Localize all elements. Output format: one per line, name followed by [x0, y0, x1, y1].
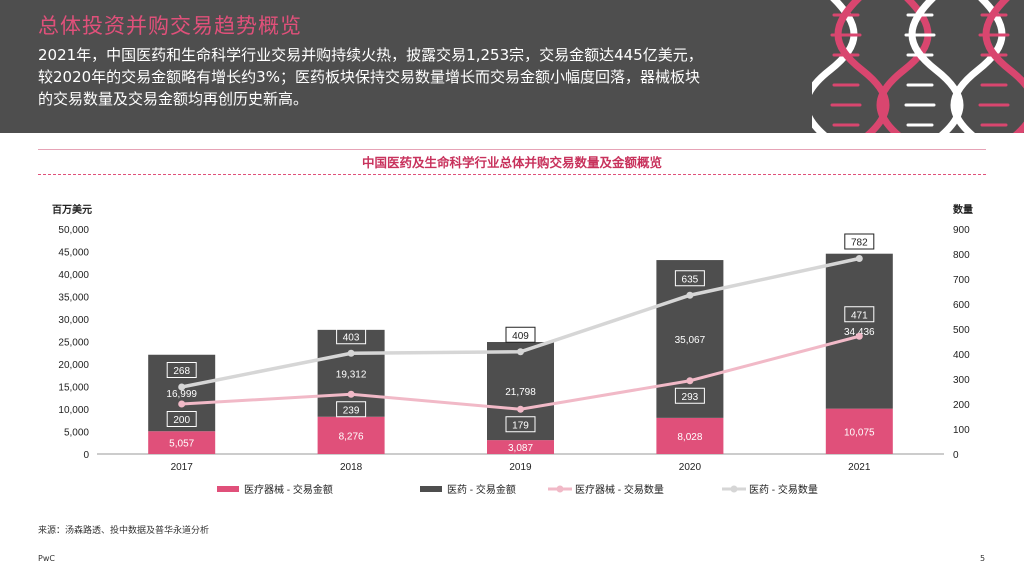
legend-label: 医疗器械 - 交易金额 [244, 483, 333, 496]
y-tick-label: 0 [83, 450, 89, 461]
slide-header: 总体投资并购交易趋势概览 2021年，中国医药和生命科学行业交易并购持续火热，披… [0, 0, 1024, 133]
data-label-pharma-amount: 35,067 [675, 335, 706, 346]
data-label-pharma-count-box [505, 326, 536, 343]
y2-tick-label: 200 [953, 400, 970, 411]
data-label-device-count-box [336, 401, 367, 418]
y-axis-title: 百万美元 [52, 203, 92, 216]
chart-title: 中国医药及生命科学行业总体并购交易数量及金额概览 [361, 155, 662, 170]
pharma-count-point [686, 291, 694, 299]
y2-axis-title: 数量 [953, 203, 973, 216]
y-tick-label: 10,000 [58, 405, 89, 416]
data-label-pharma-count-box [336, 328, 367, 345]
device-count-point [855, 332, 863, 340]
y-tick-label: 50,000 [58, 225, 89, 236]
summary-line-1: 2021年，中国医药和生命科学行业交易并购持续火热，披露交易1,253宗，交易金… [38, 46, 703, 64]
legend-swatch [420, 486, 442, 492]
page-number: 5 [980, 554, 986, 563]
pharma-count-point [347, 349, 355, 357]
y2-tick-label: 0 [953, 450, 959, 461]
y2-tick-label: 700 [953, 275, 970, 286]
device-count-point [686, 377, 694, 385]
data-label-pharma-amount: 34,436 [844, 327, 875, 338]
legend-label: 医药 - 交易数量 [749, 483, 818, 496]
bar-device-amount [656, 417, 724, 454]
data-label-pharma-count-box [166, 362, 197, 378]
dna-helix-decoration [812, 0, 1024, 133]
x-tick-label: 2017 [171, 462, 194, 473]
bar-pharma-amount [148, 354, 216, 432]
bar-device-amount [317, 416, 385, 454]
data-label-device-amount: 8,276 [339, 431, 364, 442]
brand-label: PwC [38, 554, 55, 563]
x-tick-label: 2020 [679, 462, 702, 473]
device-count-point [347, 390, 355, 398]
data-label-device-count: 239 [343, 405, 360, 416]
bar-pharma-amount [317, 329, 385, 417]
bar-device-amount [148, 431, 216, 454]
legend-swatch [217, 486, 239, 492]
data-label-device-count: 179 [512, 420, 529, 431]
data-label-pharma-amount: 19,312 [336, 369, 367, 380]
pharma-count-point [517, 348, 524, 356]
data-label-pharma-amount: 21,798 [505, 387, 536, 398]
data-label-device-amount: 3,087 [508, 443, 533, 454]
data-label-pharma-count-box [844, 233, 875, 250]
data-label-device-count-box [505, 416, 536, 433]
data-label-device-count: 293 [682, 392, 699, 403]
y2-tick-label: 400 [953, 350, 970, 361]
data-label-device-count-box [844, 306, 875, 323]
bar-pharma-amount [825, 253, 893, 409]
bar-device-amount [825, 408, 893, 454]
chart-title-bar: 中国医药及生命科学行业总体并购交易数量及金额概览 [38, 149, 986, 175]
summary-line-3: 的交易数量及交易金额均再创历史新高。 [38, 90, 309, 108]
bar-device-amount [487, 440, 554, 454]
data-label-pharma-count: 782 [851, 238, 868, 249]
summary-text: 2021年，中国医药和生命科学行业交易并购持续火热，披露交易1,253宗，交易金… [38, 44, 778, 110]
data-label-pharma-count: 268 [173, 366, 190, 377]
data-label-pharma-count-box [674, 270, 705, 287]
x-tick-label: 2019 [509, 462, 532, 473]
legend-marker [730, 485, 738, 493]
legend-label: 医疗器械 - 交易数量 [575, 483, 664, 496]
y2-tick-label: 500 [953, 325, 970, 336]
data-label-device-amount: 10,075 [844, 427, 875, 438]
y-tick-label: 35,000 [58, 293, 89, 304]
y-tick-label: 25,000 [58, 338, 89, 349]
y2-tick-label: 300 [953, 375, 970, 386]
data-label-pharma-count: 409 [512, 331, 529, 342]
data-label-pharma-count: 635 [682, 274, 699, 285]
pharma-count-point [178, 383, 186, 391]
data-label-device-count-box [674, 387, 705, 404]
legend-marker [556, 485, 564, 493]
data-label-device-count: 471 [851, 310, 868, 321]
data-label-device-amount: 5,057 [169, 439, 194, 450]
y2-tick-label: 600 [953, 300, 970, 311]
x-tick-label: 2021 [848, 462, 871, 473]
bar-pharma-amount [487, 342, 554, 441]
y-tick-label: 5,000 [64, 428, 89, 439]
data-label-device-count: 200 [173, 415, 190, 426]
device-count-point [517, 405, 524, 413]
y-tick-label: 15,000 [58, 383, 89, 394]
bar-pharma-amount [656, 260, 724, 418]
summary-line-2: 较2020年的交易金额略有增长约3%；医药板块保持交易数量增长而交易金额小幅度回… [38, 68, 700, 86]
y2-tick-label: 100 [953, 425, 970, 436]
source-note: 来源：汤森路透、投中数据及普华永道分析 [38, 526, 210, 536]
y-tick-label: 45,000 [58, 248, 89, 259]
x-tick-label: 2018 [340, 462, 363, 473]
device-count-point [178, 400, 186, 408]
y-tick-label: 30,000 [58, 315, 89, 326]
pharma-count-point [855, 255, 863, 262]
y2-tick-label: 800 [953, 250, 970, 261]
y-tick-label: 40,000 [58, 270, 89, 281]
data-label-device-amount: 8,028 [677, 432, 702, 443]
data-label-pharma-count: 403 [343, 332, 360, 343]
data-label-pharma-amount: 16,999 [166, 389, 197, 400]
y-tick-label: 20,000 [58, 360, 89, 371]
y2-tick-label: 900 [953, 225, 970, 236]
slide-title: 总体投资并购交易趋势概览 [38, 14, 302, 38]
data-label-device-count-box [166, 411, 197, 427]
legend-label: 医药 - 交易金额 [447, 483, 516, 496]
